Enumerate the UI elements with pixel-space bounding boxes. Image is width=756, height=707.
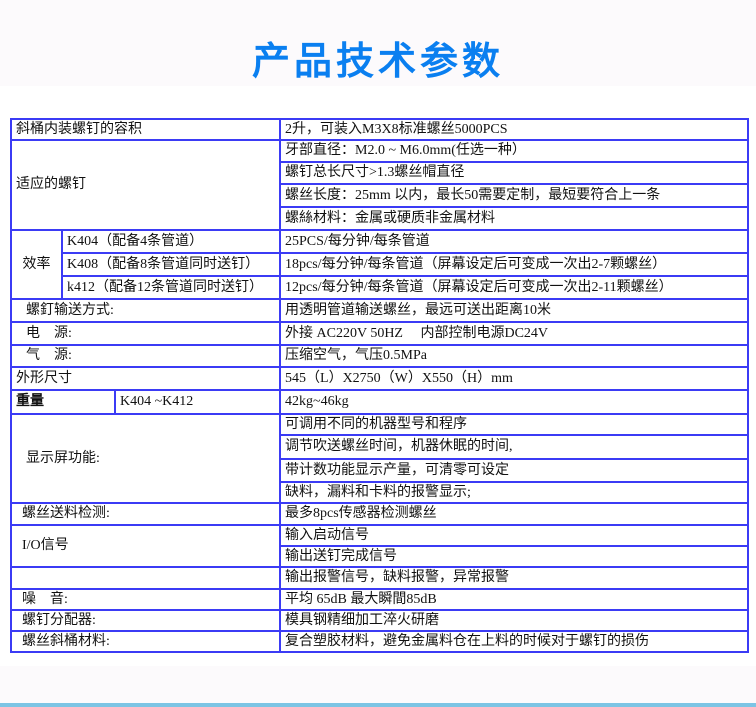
table-row: 调节吹送螺丝时间，机器休眠的时间, <box>11 434 750 460</box>
spec-table: 斜桶内装螺钉的容积 2升，可装入M3X8标准螺丝5000PCS 适应的螺钉 牙部… <box>9 118 750 653</box>
table-row: 螺絲材料：金属或硬质非金属材料 <box>11 206 750 231</box>
spec-value: 平均 65dB 最大瞬間85dB <box>279 588 750 611</box>
spec-value: 螺絲材料：金属或硬质非金属材料 <box>279 206 750 231</box>
spec-value: 输出报警信号，缺料报警，异常报警 <box>279 566 750 590</box>
spec-value: 12pcs/每分钟/每条管道（屏幕设定后可变成一次出2-11颗螺丝） <box>279 275 750 300</box>
spec-value: 模具钢精细加工淬火研磨 <box>279 609 750 632</box>
spec-value: 复合塑胶材料，避免金属料仓在上料的时候对于螺钉的损伤 <box>279 630 750 653</box>
spec-value: 可调用不同的机器型号和程序 <box>279 413 750 436</box>
table-row: 缺料，漏料和卡料的报警显示; <box>11 481 750 504</box>
spec-value: 压缩空气，气压0.5MPa <box>279 344 750 368</box>
spec-value: 调节吹送螺丝时间，机器休眠的时间, <box>279 434 750 460</box>
table-row: 显示屏功能: 可调用不同的机器型号和程序 <box>9 413 750 504</box>
spec-value: 输出送钉完成信号 <box>279 545 750 568</box>
spec-label: 噪 音: <box>9 588 282 611</box>
spec-label: 外形尺寸 <box>9 366 282 391</box>
spec-label: 适应的螺钉 <box>9 139 282 231</box>
spec-value: 用透明管道输送螺丝，最远可送出距离10米 <box>279 298 750 323</box>
table-row: 适应的螺钉 牙部直径：M2.0 ~ M6.0mm(任选一种） <box>9 139 750 231</box>
table-row: 螺钉分配器: 模具钢精细加工淬火研磨 <box>9 609 750 632</box>
table-row: 斜桶内装螺钉的容积 2升，可装入M3X8标准螺丝5000PCS <box>9 118 750 141</box>
spec-value: 螺钉总长尺寸>1.3螺丝帽直径 <box>279 161 750 185</box>
spec-label: 斜桶内装螺钉的容积 <box>9 118 282 141</box>
table-row: 螺丝长度：25mm 以内，最长50需要定制，最短要符合上一条 <box>11 183 750 208</box>
spec-value: 带计数功能显示产量，可清零可设定 <box>279 458 750 483</box>
table-row: k412（配备12条管道同时送钉） 12pcs/每分钟/每条管道（屏幕设定后可变… <box>11 275 750 300</box>
spec-label: 电 源: <box>9 321 282 346</box>
table-row: 效率 K404（配备4条管道） 25PCS/每分钟/每条管道 <box>10 229 750 300</box>
model-label: K408（配备8条管道同时送钉） <box>60 252 282 277</box>
spec-label: 效率 <box>10 229 63 300</box>
page-title: 产品技术参数 <box>251 39 504 83</box>
table-row: 带计数功能显示产量，可清零可设定 <box>11 458 750 483</box>
table-row: 螺釘输送方式: 用透明管道输送螺丝，最远可送出距离10米 <box>9 298 750 323</box>
model-label: k412（配备12条管道同时送钉） <box>60 275 282 300</box>
table-row: 噪 音: 平均 65dB 最大瞬間85dB <box>9 588 750 611</box>
spec-value: 外接 AC220V 50HZ 内部控制电源DC24V <box>279 321 750 346</box>
spec-label: 重量 <box>10 389 116 415</box>
table-row: 气 源: 压缩空气，气压0.5MPa <box>9 344 750 368</box>
table-row: 螺丝送料检测: 最多8pcs传感器检测螺丝 <box>9 502 750 526</box>
spec-value: 螺丝长度：25mm 以内，最长50需要定制，最短要符合上一条 <box>279 183 750 208</box>
model-label: K404 ~K412 <box>113 389 282 415</box>
table-row: 外形尺寸 545（L）X2750（W）X550（H）mm <box>9 366 750 391</box>
spec-value: 输入启动信号 <box>279 524 750 547</box>
spec-value: 545（L）X2750（W）X550（H）mm <box>279 366 750 391</box>
table-row: 输出送钉完成信号 <box>11 545 750 568</box>
spec-label: 螺釘输送方式: <box>9 298 282 323</box>
spec-label: 气 源: <box>9 344 282 368</box>
spec-value: 最多8pcs传感器检测螺丝 <box>279 502 750 526</box>
bottom-divider <box>0 703 756 707</box>
table-row: K408（配备8条管道同时送钉） 18pcs/每分钟/每条管道（屏幕设定后可变成… <box>11 252 750 277</box>
spec-label: 显示屏功能: <box>9 413 282 504</box>
spec-value: 18pcs/每分钟/每条管道（屏幕设定后可变成一次出2-7颗螺丝） <box>279 252 750 277</box>
table-row: 螺丝斜桶材料: 复合塑胶材料，避免金属料仓在上料的时候对于螺钉的损伤 <box>9 630 750 653</box>
spec-label: I/O信号 <box>9 524 282 568</box>
spec-value: 42kg~46kg <box>279 389 750 415</box>
spec-value: 缺料，漏料和卡料的报警显示; <box>279 481 750 504</box>
table-row: 重量 K404 ~K412 42kg~46kg <box>10 389 750 415</box>
spec-label: 螺丝斜桶材料: <box>9 630 282 653</box>
spec-value: 25PCS/每分钟/每条管道 <box>279 229 750 254</box>
table-row: 电 源: 外接 AC220V 50HZ 内部控制电源DC24V <box>9 321 750 346</box>
table-row: I/O信号 输入启动信号 <box>9 524 750 568</box>
spec-label: 螺丝送料检测: <box>9 502 282 526</box>
spec-label <box>9 566 282 590</box>
spec-value: 牙部直径：M2.0 ~ M6.0mm(任选一种） <box>279 139 750 163</box>
spec-value: 2升，可装入M3X8标准螺丝5000PCS <box>279 118 750 141</box>
table-row: 输出报警信号，缺料报警，异常报警 <box>9 566 750 590</box>
spec-label: 螺钉分配器: <box>9 609 282 632</box>
table-row: 螺钉总长尺寸>1.3螺丝帽直径 <box>11 161 750 185</box>
model-label: K404（配备4条管道） <box>60 229 282 254</box>
